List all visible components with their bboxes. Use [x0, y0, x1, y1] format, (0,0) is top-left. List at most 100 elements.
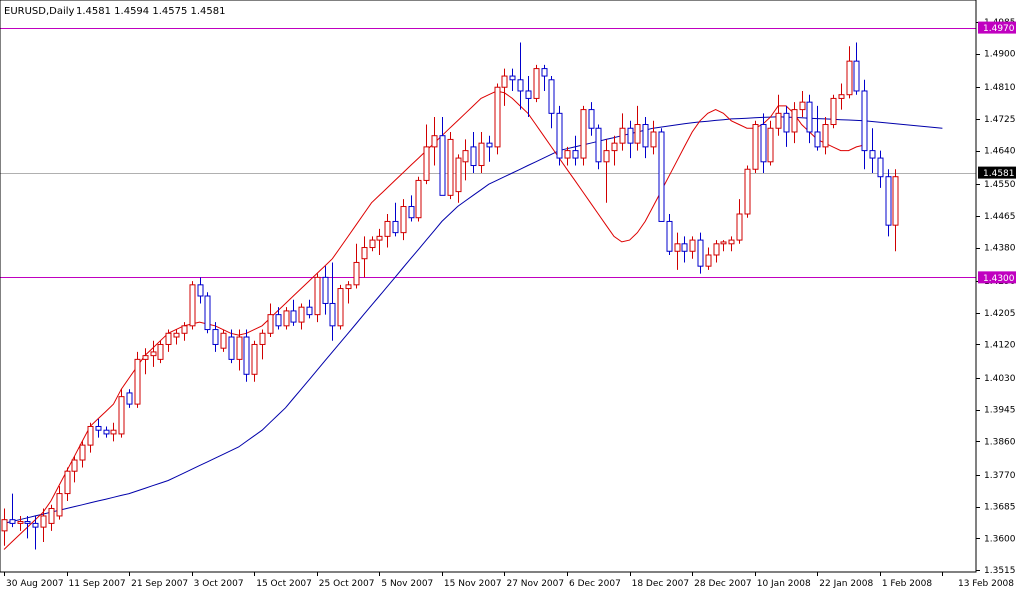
candle — [713, 240, 720, 263]
candle-body — [556, 112, 563, 159]
candle — [689, 236, 696, 259]
candle-body — [494, 86, 501, 148]
y-tick-label: 1.4465 — [984, 212, 1016, 222]
candle — [157, 340, 164, 364]
candle-body — [353, 261, 360, 286]
candle — [681, 236, 688, 263]
candle — [814, 105, 821, 151]
candle-body — [595, 127, 602, 163]
x-tick-label: 5 Nov 2007 — [381, 579, 433, 589]
candle — [517, 42, 524, 110]
candle-body — [259, 332, 266, 345]
y-tick-label: 1.4900 — [984, 50, 1016, 60]
candle-body — [681, 243, 688, 252]
y-tick-label: 1.4120 — [984, 340, 1016, 350]
x-tick-label: 30 Aug 2007 — [6, 579, 64, 589]
candle-body — [283, 310, 290, 327]
candle — [181, 322, 188, 341]
candle — [71, 456, 78, 483]
candle — [32, 515, 39, 550]
candle-body — [17, 521, 24, 524]
candle — [650, 120, 657, 155]
candle — [408, 195, 415, 222]
candle — [642, 117, 649, 159]
candle-body — [744, 168, 751, 215]
candle-body — [869, 150, 876, 159]
candle — [197, 277, 204, 304]
candle — [64, 467, 71, 502]
candle-body — [509, 75, 516, 81]
candle-body — [267, 314, 274, 334]
candle-body — [314, 276, 321, 316]
candle-body — [564, 150, 571, 159]
candle-body — [885, 176, 892, 226]
candle — [322, 266, 329, 315]
plot-frame — [0, 0, 977, 573]
candle — [674, 232, 681, 270]
candle-body — [478, 142, 485, 167]
candle — [236, 329, 243, 371]
candle — [501, 68, 508, 106]
candle — [267, 303, 274, 338]
x-tick-label: 27 Nov 2007 — [506, 579, 564, 589]
ohlc-readout: 1.4581 1.4594 1.4575 1.4581 — [76, 6, 226, 17]
y-tick-label: 1.4380 — [984, 244, 1016, 254]
candle — [103, 426, 110, 438]
candle-body — [290, 310, 297, 323]
candle — [400, 199, 407, 241]
candle-body — [56, 493, 63, 517]
candle-body — [658, 131, 665, 222]
candle — [744, 165, 751, 218]
candle — [892, 169, 899, 252]
candle-body — [298, 306, 305, 323]
candle-body — [1, 519, 8, 532]
candle-body — [634, 124, 641, 144]
candle — [767, 120, 774, 166]
candle-body — [541, 68, 548, 77]
candle — [259, 329, 266, 360]
y-tick-label: 1.3945 — [984, 406, 1016, 416]
candle-body — [408, 206, 415, 219]
candle — [783, 105, 790, 147]
candle-body — [572, 150, 579, 159]
candle-body — [697, 239, 704, 267]
candle — [48, 504, 55, 531]
x-tick-label: 11 Sep 2007 — [69, 579, 126, 589]
x-tick-label: 10 Jan 2008 — [757, 579, 811, 589]
candle — [564, 146, 571, 166]
candle — [142, 348, 149, 375]
candle — [79, 441, 86, 468]
candle — [799, 90, 806, 118]
candle-body — [619, 127, 626, 144]
candle — [204, 292, 211, 334]
candle-body — [666, 220, 673, 252]
candle — [415, 176, 422, 222]
y-tick-label: 1.3600 — [984, 534, 1016, 544]
candle — [603, 139, 610, 203]
candle-body — [588, 109, 595, 129]
candle — [822, 117, 829, 155]
candle — [376, 228, 383, 255]
candle-body — [103, 429, 110, 435]
candle-body — [329, 302, 336, 327]
candle — [455, 154, 462, 203]
candle-body — [767, 127, 774, 163]
x-tick-label: 22 Jan 2008 — [819, 579, 873, 589]
candle — [24, 515, 31, 539]
candle-body — [9, 519, 16, 524]
candle-body — [337, 288, 344, 327]
y-tick-label: 1.4205 — [984, 309, 1016, 319]
candle — [251, 340, 258, 382]
candle-body — [892, 176, 899, 226]
candle — [486, 135, 493, 162]
candle-body — [392, 220, 399, 234]
candle — [806, 94, 813, 144]
level-lines — [0, 28, 976, 278]
candle — [87, 422, 94, 453]
candle-body — [95, 425, 102, 431]
candle — [861, 79, 868, 170]
candle — [869, 128, 876, 173]
candle-body — [611, 142, 618, 152]
